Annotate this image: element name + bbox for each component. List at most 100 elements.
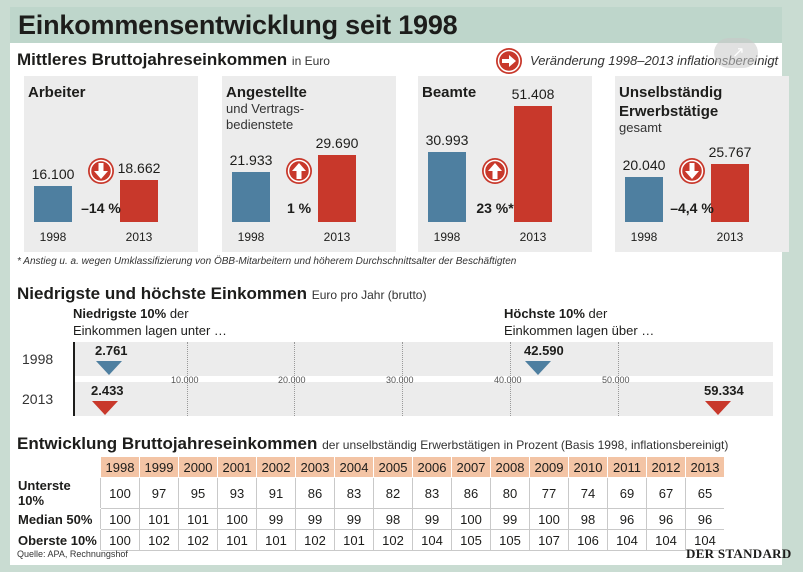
row-year-label: 2013 — [22, 391, 54, 407]
income-card: Beamte 30.993 1998 51.408 2013 23 %* — [418, 76, 592, 252]
marker-value: 2.433 — [91, 383, 124, 398]
range-axis-line — [73, 342, 75, 416]
grid-line — [402, 342, 403, 416]
column-header: 2006 — [412, 457, 452, 478]
table-cell: 77 — [529, 477, 569, 509]
page-title: Einkommensentwicklung seit 1998 — [18, 10, 458, 40]
bar-value-label: 20.040 — [622, 157, 666, 173]
income-card: Angestellte und Vertrags- bedienstete 21.9… — [222, 76, 396, 252]
column-header: 2012 — [646, 457, 686, 478]
bar-2013 — [318, 155, 356, 222]
section2-title: Niedrigste und höchste Einkommen — [17, 284, 307, 303]
marker-triangle-2013 — [92, 401, 118, 415]
range-row-1998 — [73, 342, 773, 376]
row-label: Oberste 10% — [17, 529, 101, 551]
card-subtitle: und Vertrags- bedienstete — [226, 101, 305, 132]
table-cell: 86 — [295, 477, 335, 509]
expand-icon[interactable]: ↗ — [732, 44, 745, 61]
table-cell: 101 — [178, 508, 218, 530]
grid-line — [618, 342, 619, 416]
column-header: 1998 — [100, 457, 140, 478]
bar-value-label: 51.408 — [511, 86, 555, 102]
table-cell: 93 — [217, 477, 257, 509]
marker-value: 2.761 — [95, 343, 128, 358]
year-label: 2013 — [323, 230, 351, 244]
table-cell: 101 — [256, 529, 296, 551]
table-cell: 100 — [100, 508, 140, 530]
table-cell: 100 — [529, 508, 569, 530]
table-cell: 99 — [256, 508, 296, 530]
section3-title: Entwicklung Bruttojahreseinkommen — [17, 434, 318, 453]
high-label: Höchste 10% der Einkommen lagen über … — [504, 305, 654, 339]
card-title: Beamte — [422, 84, 477, 101]
low-label: Niedrigste 10% der Einkommen lagen unter… — [73, 305, 227, 339]
table-cell: 102 — [373, 529, 413, 551]
table-cell: 100 — [100, 529, 140, 551]
marker-triangle-1998 — [525, 361, 551, 375]
column-header: 2003 — [295, 457, 335, 478]
table-cell: 101 — [139, 508, 179, 530]
table-cell: 107 — [529, 529, 569, 551]
table-cell: 106 — [568, 529, 608, 551]
year-label: 1998 — [433, 230, 461, 244]
column-header: 2008 — [490, 457, 530, 478]
arrow-down-icon — [88, 158, 114, 184]
tick-label: 40.000 — [494, 375, 522, 385]
row-year-label: 1998 — [22, 351, 54, 367]
tick-label: 50.000 — [602, 375, 630, 385]
tick-label: 20.000 — [278, 375, 306, 385]
table-row: Unterste 10% 100 97 95 93 91 86 83 82 83 86 80 77 74 6… — [17, 477, 724, 509]
section3-unit: der unselbständig Erwerbstätigen in Proz… — [322, 438, 729, 452]
change-arrow-icon — [496, 48, 522, 74]
year-label: 1998 — [39, 230, 67, 244]
table-cell: 96 — [646, 508, 686, 530]
column-header: 2009 — [529, 457, 569, 478]
table-cell: 105 — [451, 529, 491, 551]
table-cell: 96 — [607, 508, 647, 530]
marker-value: 59.334 — [704, 383, 744, 398]
column-header: 2011 — [607, 457, 647, 478]
table-cell: 104 — [685, 529, 724, 551]
section3-heading: Entwicklung Bruttojahreseinkommen der un… — [17, 434, 728, 454]
year-label: 1998 — [237, 230, 265, 244]
card-title: Angestellte — [226, 84, 307, 101]
table-cell: 100 — [217, 508, 257, 530]
table-cell: 102 — [295, 529, 335, 551]
table-header-row: 1998 1999 2000 2001 2002 2003 2004 2005 2006 2007… — [17, 457, 724, 478]
tick-label: 30.000 — [386, 375, 414, 385]
change-percent: –4,4 % — [670, 200, 714, 216]
row-label: Median 50% — [17, 508, 101, 530]
change-percent: –14 % — [81, 200, 121, 216]
footnote: * Anstieg u. a. wegen Umklassifizierung … — [17, 256, 517, 267]
bar-value-label: 21.933 — [229, 152, 273, 168]
column-header: 2004 — [334, 457, 374, 478]
low-label-strong: Niedrigste 10% — [73, 306, 167, 321]
table-cell: 82 — [373, 477, 413, 509]
income-card: Arbeiter 16.100 1998 18.662 2013 –14 % — [24, 76, 198, 252]
marker-value: 42.590 — [524, 343, 564, 358]
table-cell: 65 — [685, 477, 724, 509]
table-cell: 98 — [373, 508, 413, 530]
table-cell: 86 — [451, 477, 491, 509]
expand-button[interactable]: ↗ — [714, 38, 758, 68]
section1-heading: Mittleres Bruttojahreseinkommen in Euro — [17, 50, 330, 70]
bar-1998 — [34, 186, 72, 222]
logo: DER STANDARD — [686, 546, 792, 561]
year-label: 2013 — [519, 230, 547, 244]
bar-2013 — [514, 106, 552, 222]
table-cell: 67 — [646, 477, 686, 509]
year-label: 2013 — [716, 230, 744, 244]
table-cell: 105 — [490, 529, 530, 551]
column-header: 2001 — [217, 457, 257, 478]
column-header: 2013 — [685, 457, 724, 478]
table-cell: 83 — [334, 477, 374, 509]
change-percent: 23 %* — [476, 200, 514, 216]
high-label-strong: Höchste 10% — [504, 306, 585, 321]
card-subtitle: gesamt — [619, 120, 662, 135]
bar-2013 — [711, 164, 749, 222]
column-header: 2002 — [256, 457, 296, 478]
section1-unit: in Euro — [291, 54, 330, 68]
income-card: Unselbständig Erwerbstätige gesamt 20.040 1… — [615, 76, 789, 252]
card-title: Arbeiter — [28, 84, 86, 101]
